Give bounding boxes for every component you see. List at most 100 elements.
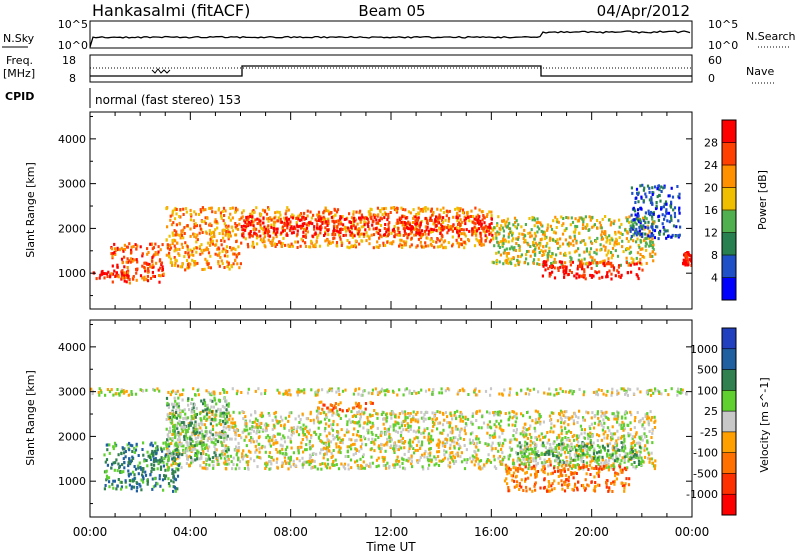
velocity-cell: [475, 456, 478, 460]
power-cell: [337, 219, 340, 223]
velocity-cell: [643, 432, 646, 436]
velocity-cell: [491, 441, 494, 445]
power-cell: [424, 232, 427, 236]
power-cell: [372, 213, 375, 217]
velocity-cell: [667, 393, 670, 397]
velocity-cell: [231, 467, 234, 471]
velocity-cell: [385, 429, 388, 433]
velocity-cell: [308, 457, 311, 461]
power-cell: [169, 246, 173, 250]
power-cell: [352, 216, 355, 220]
velocity-cell: [563, 410, 567, 414]
power-cell: [454, 207, 457, 211]
velocity-cell: [334, 436, 337, 440]
velocity-cell: [635, 432, 638, 436]
power-cell: [637, 260, 640, 264]
power-cell: [350, 226, 353, 229]
power-cell: [493, 244, 496, 248]
velocity-cell: [610, 393, 613, 397]
power-cell: [323, 216, 326, 220]
power-cell: [523, 228, 526, 232]
power-cell: [170, 261, 174, 265]
power-cell: [602, 244, 605, 248]
power-cell: [430, 207, 433, 211]
power-cell: [497, 215, 500, 219]
velocity-cell: [308, 428, 311, 432]
velocity-cell: [415, 443, 419, 447]
velocity-cell: [292, 431, 295, 435]
power-cell: [122, 249, 125, 253]
power-cell: [421, 245, 424, 249]
power-cell: [585, 247, 588, 251]
velocity-cell: [326, 390, 329, 394]
velocity-cell: [215, 433, 218, 437]
power-cell: [642, 216, 645, 220]
velocity-cell: [482, 421, 486, 425]
velocity-cell: [512, 410, 516, 414]
velocity-cell: [386, 461, 389, 465]
velocity-cell: [458, 430, 462, 434]
date-label: 04/Apr/2012: [597, 2, 690, 20]
velocity-cell: [289, 437, 292, 441]
power-cell: [686, 254, 689, 258]
power-cell: [498, 246, 502, 249]
velocity-cell: [481, 415, 484, 419]
velocity-cell: [326, 438, 329, 442]
power-cell: [348, 241, 351, 245]
velocity-cell: [430, 437, 433, 441]
velocity-cell: [572, 390, 575, 393]
power-colorbar-swatch: [722, 277, 736, 301]
power-cell: [515, 226, 518, 230]
power-cell: [319, 215, 322, 219]
power-cell: [611, 246, 615, 250]
velocity-cell: [441, 444, 444, 448]
power-cell: [349, 233, 352, 237]
power-cell: [242, 228, 245, 232]
velocity-cell: [629, 449, 632, 453]
velocity-cell: [534, 409, 537, 413]
velocity-cell: [396, 393, 399, 397]
velocity-cell: [166, 433, 169, 437]
velocity-cell: [417, 461, 420, 464]
velocity-cell: [223, 440, 226, 443]
power-cell: [109, 275, 112, 279]
power-cell: [256, 217, 259, 221]
velocity-cell: [582, 416, 585, 420]
power-cell: [293, 225, 296, 229]
velocity-cell: [358, 420, 361, 424]
power-cell: [189, 262, 192, 266]
velocity-cell: [235, 392, 238, 396]
power-cell: [261, 208, 265, 212]
velocity-cell: [178, 441, 181, 445]
power-cell: [569, 242, 572, 246]
freq-glitch: [151, 68, 171, 74]
power-cell: [372, 227, 375, 231]
velocity-cell: [282, 434, 285, 438]
power-cell: [609, 262, 612, 266]
power-cell: [120, 246, 123, 250]
velocity-cell: [561, 464, 564, 468]
power-cell: [565, 267, 568, 271]
power-cell: [235, 240, 238, 244]
power-cell: [560, 215, 563, 219]
power-cell: [538, 227, 541, 231]
power-cell: [403, 229, 406, 233]
power-cell: [598, 276, 601, 280]
velocity-cell: [445, 441, 449, 445]
velocity-cell: [440, 391, 443, 395]
velocity-cell: [612, 444, 615, 448]
velocity-cell: [290, 433, 293, 437]
velocity-cell: [646, 412, 649, 416]
power-cell: [506, 217, 509, 221]
velocity-cell: [246, 428, 249, 432]
power-cell: [179, 208, 182, 211]
velocity-cell: [153, 388, 156, 392]
power-cell: [272, 220, 276, 224]
velocity-cell: [555, 388, 558, 392]
velocity-cell: [529, 443, 532, 447]
velocity-cell: [343, 433, 346, 437]
velocity-cell: [360, 410, 363, 414]
velocity-cell: [267, 412, 270, 415]
velocity-cell: [220, 433, 223, 437]
velocity-cell: [371, 432, 374, 436]
